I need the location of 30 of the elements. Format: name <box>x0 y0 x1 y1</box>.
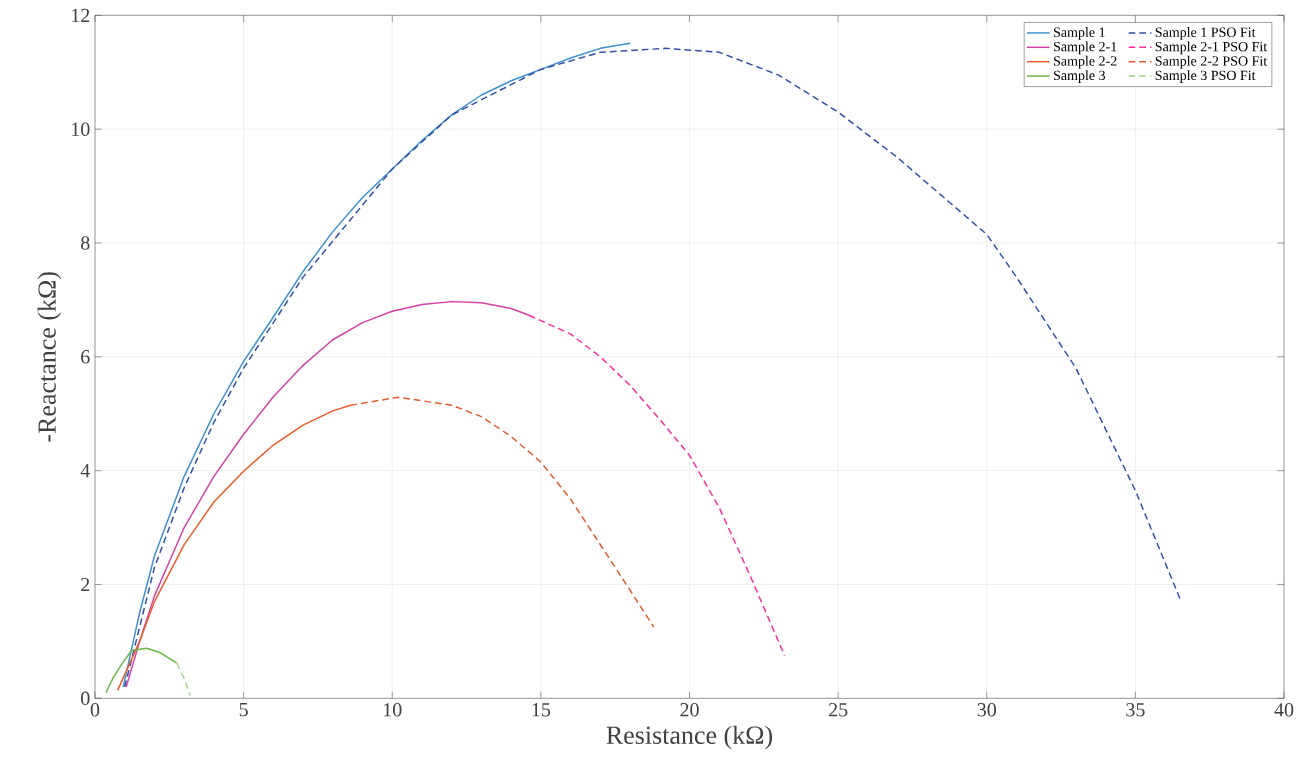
y-tick-label: 2 <box>81 577 90 592</box>
x-tick-label: 15 <box>532 703 551 717</box>
y-tick-label: 4 <box>80 464 90 478</box>
x-tick-label: 5 <box>239 703 248 717</box>
y-tick-label: 10 <box>72 122 90 136</box>
legend-label: Sample 2-2 <box>1054 55 1117 69</box>
x-tick-label: 35 <box>1126 703 1145 717</box>
line-series <box>528 314 786 657</box>
y-tick-label: 6 <box>81 350 90 364</box>
y-tick-label: 0 <box>81 691 90 706</box>
x-tick-label: 10 <box>384 703 402 717</box>
y-tick-label: 8 <box>81 236 90 250</box>
legend-label: Sample 1 PSO Fit <box>1155 27 1256 40</box>
x-axis-title: Resistance (kΩ) <box>606 725 772 750</box>
line-series <box>105 647 178 694</box>
legend-label: Sample 3 <box>1054 70 1106 83</box>
legend-label: Sample 2-2 PSO Fit <box>1155 55 1268 69</box>
x-tick-label: 30 <box>977 703 997 717</box>
x-tick-label: 25 <box>829 703 848 717</box>
y-tick-label: 12 <box>72 8 90 22</box>
x-tick-label: 40 <box>1274 703 1294 717</box>
legend-label: Sample 2-1 PSO Fit <box>1155 41 1268 55</box>
legend-label: Sample 3 PSO Fit <box>1155 70 1256 83</box>
x-tick-label: 0 <box>90 703 100 717</box>
legend-label: Sample 2-1 <box>1054 41 1117 55</box>
line-series <box>125 300 530 688</box>
line-series <box>116 404 352 692</box>
x-tick-label: 20 <box>680 703 699 717</box>
legend-label: Sample 1 <box>1054 27 1105 40</box>
y-axis-title: -Reactance (kΩ) <box>37 272 62 442</box>
